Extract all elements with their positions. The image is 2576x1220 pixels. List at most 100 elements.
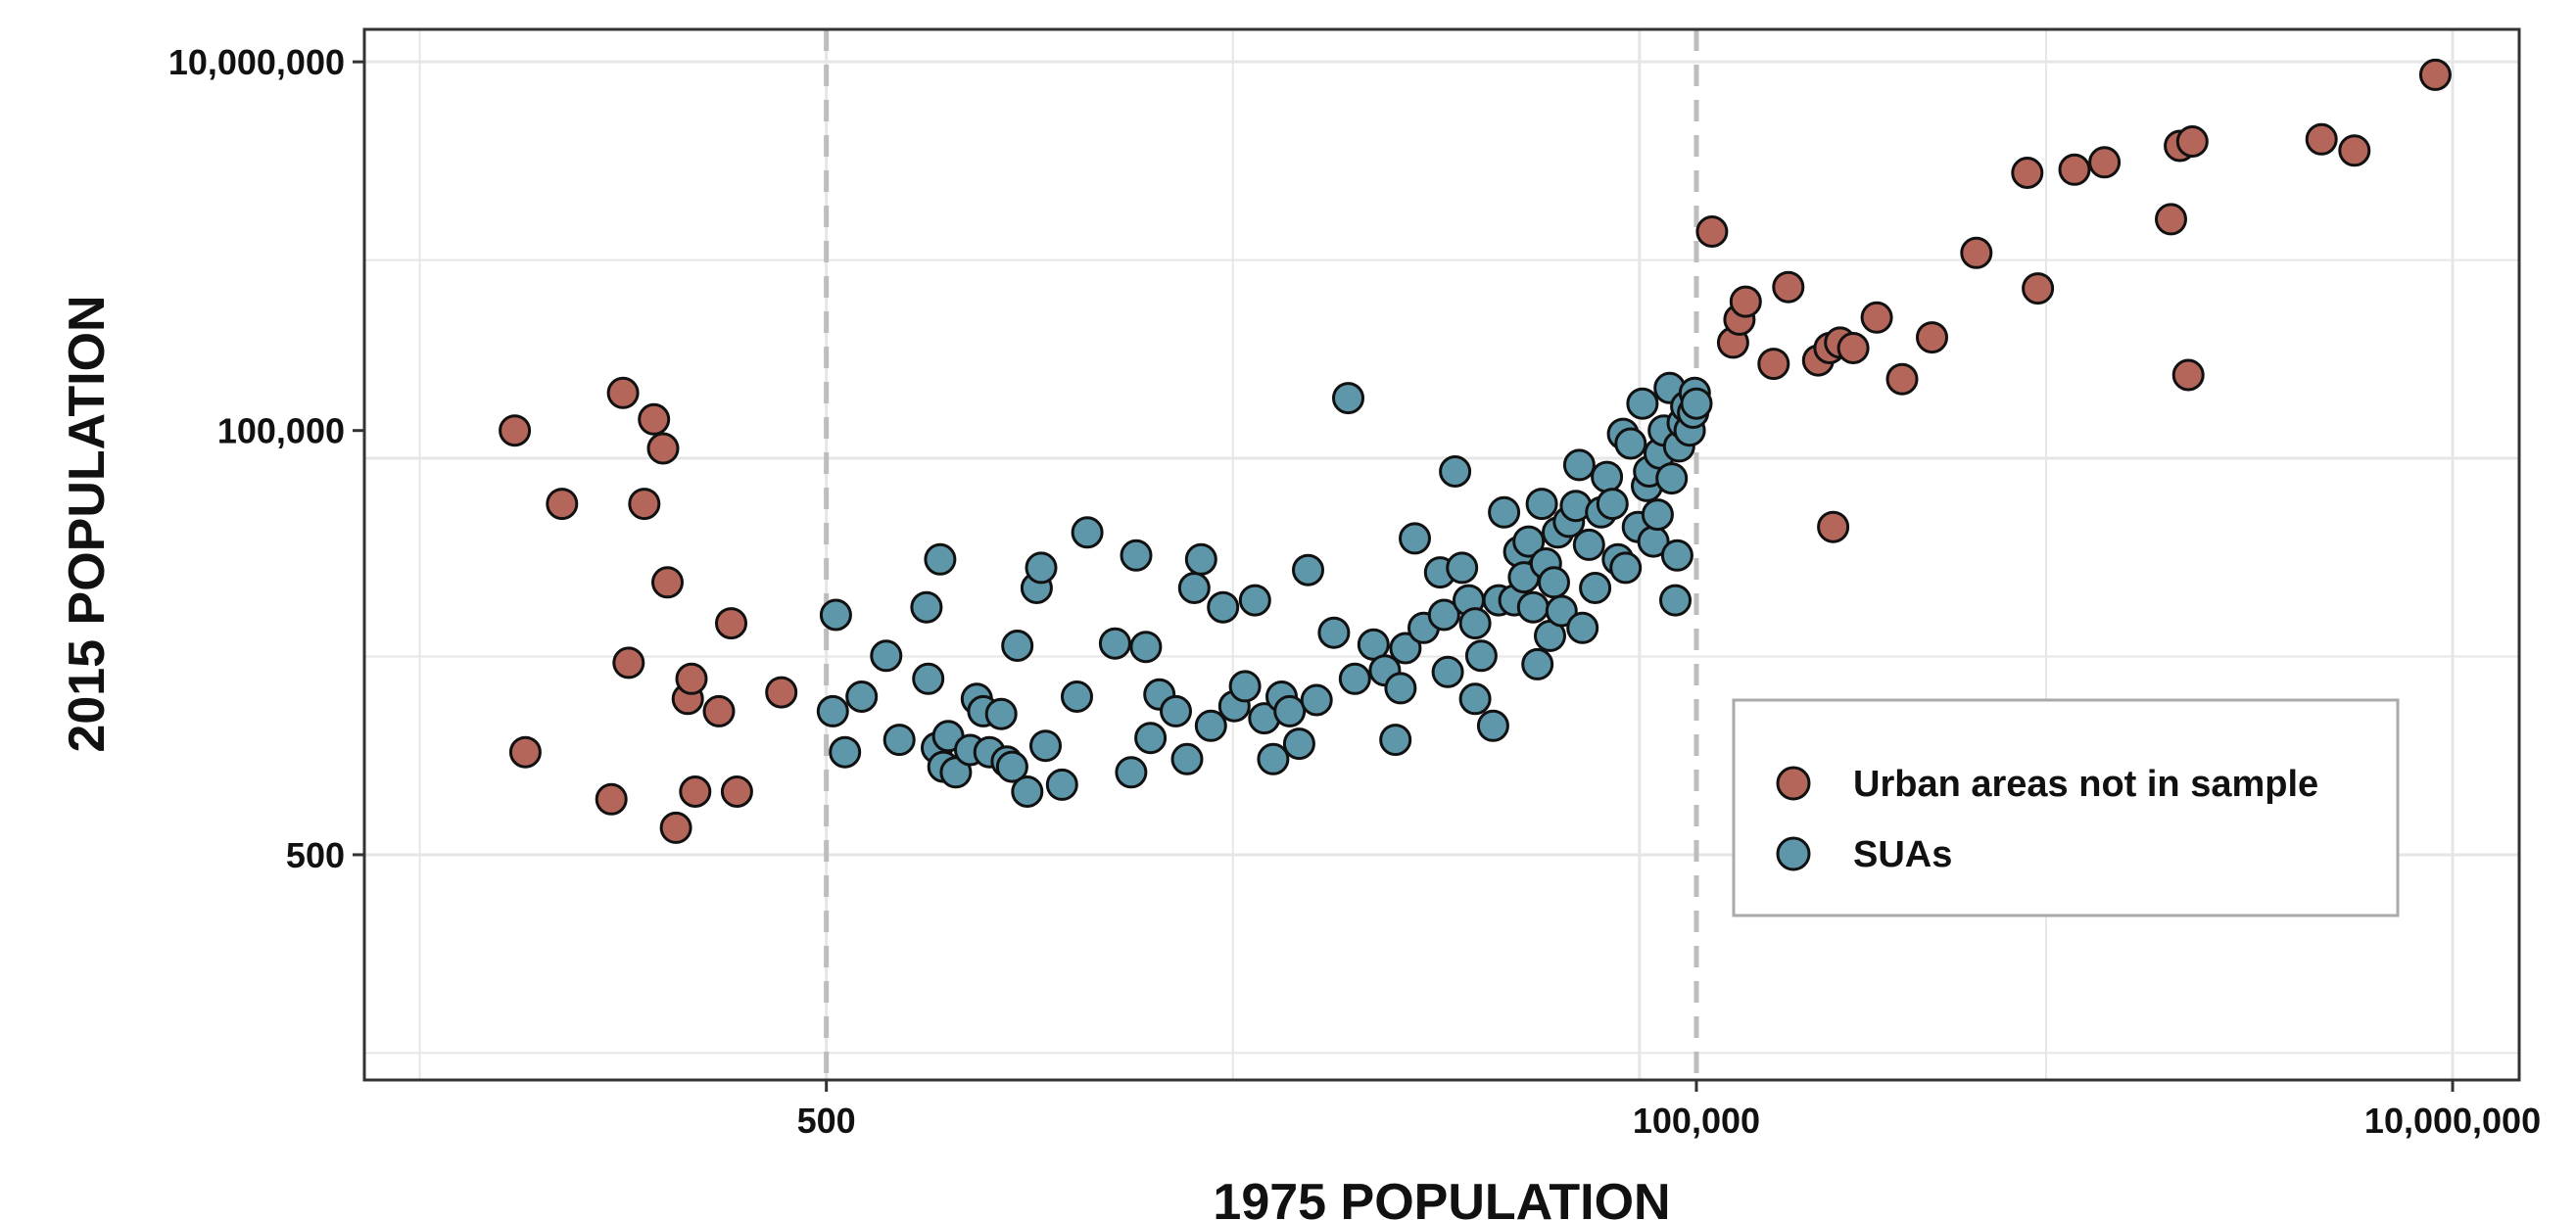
point-sua (883, 724, 916, 757)
point-urban-area (546, 488, 579, 521)
point-urban-area (679, 775, 712, 808)
point-sua (1655, 462, 1689, 495)
point-sua (819, 598, 852, 632)
point-urban-area (659, 811, 692, 844)
point-sua (1134, 722, 1168, 755)
y-tick-label: 500 (286, 835, 345, 875)
point-sua (1184, 542, 1217, 576)
point-urban-area (2155, 203, 2187, 236)
grid-lines (364, 29, 2519, 1080)
point-sua (984, 697, 1018, 730)
point-urban-area (646, 432, 680, 465)
point-sua (912, 662, 945, 695)
point-sua (1228, 670, 1262, 703)
point-urban-area (606, 376, 640, 409)
point-sua (1300, 683, 1333, 717)
point-sua (1282, 727, 1315, 761)
point-sua (1379, 724, 1412, 757)
legend-box (1732, 698, 2400, 917)
point-sua (1659, 584, 1692, 617)
x-axis-title: 1975 POPULATION (1213, 1174, 1670, 1220)
point-urban-area (2011, 157, 2044, 189)
point-urban-area (675, 662, 708, 695)
point-sua (1680, 387, 1713, 420)
point-sua (1562, 448, 1596, 482)
legend-label-suas: SUAs (1853, 834, 1952, 875)
point-sua (1641, 498, 1674, 532)
point-urban-area (638, 402, 671, 436)
point-sua (1025, 551, 1058, 585)
point-urban-area (1729, 285, 1762, 318)
point-urban-area (2418, 58, 2452, 91)
point-urban-area (702, 694, 736, 727)
point-sua (1001, 630, 1034, 662)
plot-panel-border (362, 27, 2521, 1082)
point-sua (1591, 460, 1624, 493)
point-sua (1458, 682, 1492, 716)
point-urban-area (1885, 362, 1919, 396)
point-urban-area (2058, 153, 2091, 186)
point-urban-area (765, 676, 798, 709)
point-urban-area (508, 735, 542, 769)
point-urban-area (1960, 236, 1993, 269)
point-sua (1614, 427, 1647, 460)
x-axis-ticks: 500 100,000 10,000,000 (797, 1080, 2541, 1141)
point-sua (1464, 639, 1498, 673)
point-sua (1177, 572, 1211, 604)
point-sua (1525, 488, 1558, 521)
point-urban-area (2338, 134, 2371, 167)
point-urban-area (612, 646, 645, 680)
point-sua (1071, 516, 1104, 549)
point-urban-area (499, 414, 532, 447)
point-sua (829, 735, 862, 769)
point-sua (816, 694, 849, 727)
point-sua (1011, 775, 1044, 808)
point-sua (1596, 488, 1629, 521)
point-sua (1170, 742, 1204, 775)
point-urban-area (2088, 146, 2122, 179)
point-sua (1160, 694, 1192, 727)
point-sua (1338, 662, 1371, 695)
x-tick-label: 100,000 (1633, 1101, 1760, 1141)
point-urban-area (1757, 348, 1790, 381)
point-sua (1292, 553, 1324, 587)
point-sua (924, 542, 957, 576)
point-sua (1332, 382, 1364, 415)
point-sua (1538, 566, 1570, 599)
point-sua (1660, 539, 1693, 572)
point-sua (1566, 611, 1599, 644)
point-urban-area (1772, 270, 1805, 304)
point-urban-area (1695, 215, 1729, 248)
x-tick-label: 500 (797, 1101, 856, 1141)
point-sua (1431, 655, 1464, 688)
point-sua (1389, 632, 1422, 665)
point-sua (1488, 495, 1521, 529)
data-points (499, 58, 2452, 844)
point-sua (1194, 709, 1227, 742)
point-sua (1579, 572, 1612, 604)
point-sua (1045, 768, 1078, 801)
point-sua (1545, 594, 1578, 628)
point-sua (939, 756, 973, 789)
point-urban-area (628, 488, 661, 521)
point-sua (1439, 455, 1472, 488)
point-urban-area (1837, 332, 1870, 364)
point-sua (870, 639, 903, 673)
x-tick-label: 10,000,000 (2364, 1101, 2541, 1141)
point-sua (1257, 742, 1290, 775)
point-sua (1238, 584, 1271, 617)
point-urban-area (1860, 301, 1893, 334)
point-sua (1029, 729, 1062, 763)
point-urban-area (2305, 122, 2338, 156)
point-sua (1273, 694, 1307, 727)
point-sua (995, 750, 1028, 783)
point-sua (1572, 528, 1605, 561)
point-sua (1427, 598, 1460, 632)
point-urban-area (1817, 510, 1850, 543)
point-urban-area (651, 566, 684, 599)
y-tick-label: 10,000,000 (168, 42, 345, 82)
point-sua (1446, 551, 1479, 585)
y-axis-title: 2015 POPULATION (59, 295, 116, 752)
